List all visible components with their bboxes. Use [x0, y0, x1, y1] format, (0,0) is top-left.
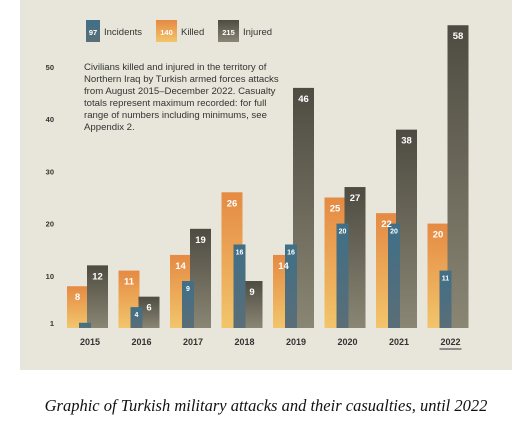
data-label-incidents-2018: 16 — [236, 249, 244, 256]
bar-injured-2018 — [241, 281, 263, 328]
legend-label-injured: Injured — [243, 27, 272, 38]
legend-label-killed: Killed — [181, 27, 204, 38]
y-tick-label: 20 — [46, 220, 54, 229]
chart-annotation: Civilians killed and injured in the terr… — [84, 62, 279, 133]
data-label-injured-2019: 46 — [298, 94, 309, 105]
legend-swatch-injured — [218, 20, 239, 42]
legend-sample-value: 97 — [89, 28, 97, 37]
legend-label-incidents: Incidents — [104, 27, 142, 38]
x-tick-label-2019: 2019 — [286, 337, 306, 347]
data-label-injured-2021: 38 — [401, 136, 412, 147]
data-label-injured-2016: 6 — [146, 303, 151, 314]
bar-incidents-2019 — [285, 244, 297, 328]
data-label-incidents-2016: 4 — [135, 312, 139, 319]
data-label-killed-2020: 25 — [330, 204, 341, 215]
x-tick-label-2016: 2016 — [131, 337, 151, 347]
y-tick-label: 50 — [46, 63, 54, 72]
data-label-incidents-2021: 20 — [390, 229, 398, 236]
bar-incidents-2018 — [233, 244, 246, 328]
bar-injured-2020 — [344, 187, 366, 328]
y-axis-ticks: 1 10 20 30 40 50 — [46, 63, 54, 328]
data-label-injured-2020: 27 — [350, 193, 361, 204]
y-tick-label: 1 — [50, 319, 54, 328]
data-label-injured-2022: 58 — [453, 31, 464, 42]
x-tick-label-2018: 2018 — [234, 337, 254, 347]
bar-incidents-2017 — [182, 281, 194, 328]
bar-incidents-2015 — [79, 322, 91, 328]
data-label-killed-2015: 8 — [75, 292, 80, 303]
data-label-incidents-2017: 9 — [186, 286, 190, 293]
bar-injured-2015 — [87, 265, 108, 328]
data-label-killed-2019: 14 — [278, 261, 289, 272]
data-label-killed-2017: 14 — [175, 261, 186, 272]
x-axis-ticks: 2015 2016 2017 2018 2019 2020 2021 2022 — [80, 337, 462, 350]
data-label-killed-2018: 26 — [227, 198, 238, 209]
legend-swatch-killed — [156, 20, 177, 42]
bar-injured-2022 — [447, 25, 469, 329]
figure-caption: Graphic of Turkish military attacks and … — [44, 396, 488, 415]
data-label-killed-2021: 22 — [381, 219, 392, 230]
bar-incidents-2022 — [439, 270, 452, 328]
bars — [67, 25, 469, 329]
bar-incidents-2016 — [130, 307, 143, 328]
data-label-incidents-2020: 20 — [339, 229, 347, 236]
data-label-killed-2016: 11 — [124, 277, 135, 288]
bar-incidents-2020 — [336, 223, 349, 328]
legend-sample-value: 140 — [160, 28, 173, 37]
y-tick-label: 10 — [46, 272, 54, 281]
x-tick-label-2021: 2021 — [389, 337, 409, 347]
bar-injured-2016 — [138, 296, 160, 328]
data-label-injured-2015: 12 — [92, 271, 103, 282]
data-label-injured-2018: 9 — [249, 287, 254, 298]
legend: 97 Incidents 140 Killed 215 Injured — [86, 20, 272, 42]
data-label-injured-2017: 19 — [195, 235, 206, 246]
data-label-incidents-2022: 11 — [442, 276, 450, 283]
x-tick-label-2020: 2020 — [337, 337, 357, 347]
y-tick-label: 40 — [46, 115, 54, 124]
legend-sample-value: 215 — [222, 28, 235, 37]
data-label-killed-2022: 20 — [433, 230, 444, 241]
bar-incidents-2021 — [388, 223, 400, 328]
bar-injured-2017 — [190, 228, 211, 328]
y-tick-label: 30 — [46, 167, 54, 176]
bar-killed-2015 — [67, 286, 88, 328]
x-tick-label-2022: 2022 — [440, 337, 460, 347]
x-tick-label-2015: 2015 — [80, 337, 100, 347]
data-label-incidents-2019: 16 — [287, 249, 295, 256]
legend-swatch-incidents — [86, 20, 100, 42]
bar-injured-2021 — [396, 129, 417, 328]
x-tick-label-2017: 2017 — [183, 337, 203, 347]
bar-injured-2019 — [293, 87, 314, 328]
